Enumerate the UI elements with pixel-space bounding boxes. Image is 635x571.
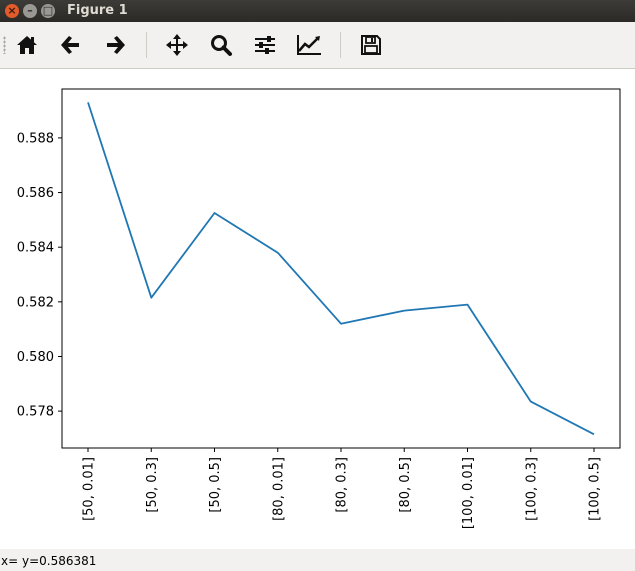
home-button[interactable] (12, 30, 42, 60)
x-tick-label: [80, 0.3] (335, 457, 350, 513)
toolbar-grip[interactable] (3, 36, 6, 54)
edit-curves-icon (297, 35, 321, 55)
home-icon (17, 36, 37, 54)
save-floppy-icon (361, 35, 381, 55)
zoom-button[interactable] (206, 30, 236, 60)
maximize-button[interactable]: □ (41, 4, 55, 18)
plot-area-frame (61, 88, 621, 449)
figure-canvas[interactable]: 0.578 0.580 0.582 0.584 0.586 0.588 [50, 0.01… (0, 69, 635, 549)
y-tick-label: 0.586 (17, 186, 54, 201)
edit-curves-button[interactable] (294, 30, 324, 60)
zoom-magnifier-icon (211, 35, 232, 56)
line-chart[interactable]: 0.578 0.580 0.582 0.584 0.586 0.588 [50, 0.01… (0, 69, 635, 549)
title-bar: × – □ Figure 1 (0, 0, 635, 22)
x-tick-label: [50, 0.3] (145, 457, 160, 513)
y-tick-label: 0.588 (17, 131, 54, 146)
save-button[interactable] (356, 30, 386, 60)
coordinate-readout: x= y=0.586381 (1, 554, 97, 568)
y-tick-label: 0.582 (17, 295, 54, 310)
close-icon: × (7, 4, 17, 17)
window-title: Figure 1 (67, 3, 128, 18)
pan-move-icon (166, 34, 188, 56)
y-tick-label: 0.584 (17, 241, 54, 256)
forward-arrow-icon (107, 36, 125, 54)
x-tick-label: [100, 0.01] (461, 457, 476, 529)
x-tick-label: [50, 0.5] (208, 457, 223, 513)
maximize-icon: □ (42, 4, 54, 17)
close-button[interactable]: × (5, 4, 19, 18)
x-tick-label: [100, 0.5] (588, 457, 603, 521)
back-arrow-icon (61, 36, 79, 54)
x-tick-label: [50, 0.01] (82, 457, 97, 521)
pan-button[interactable] (162, 30, 192, 60)
toolbar (0, 22, 635, 69)
x-tick-label: [80, 0.01] (271, 457, 286, 521)
y-tick-label: 0.578 (17, 405, 54, 420)
toolbar-separator (146, 32, 147, 58)
subplots-sliders-icon (255, 36, 275, 54)
y-axis: 0.578 0.580 0.582 0.584 0.586 0.588 (17, 131, 62, 420)
minimize-icon: – (27, 4, 33, 17)
minimize-button[interactable]: – (23, 4, 37, 18)
forward-button[interactable] (100, 30, 130, 60)
series-line (87, 102, 595, 436)
status-bar: x= y=0.586381 (0, 549, 635, 571)
toolbar-separator (340, 32, 341, 58)
y-tick-label: 0.580 (17, 350, 54, 365)
subplots-button[interactable] (250, 30, 280, 60)
back-button[interactable] (56, 30, 86, 60)
x-axis: [50, 0.01] [50, 0.3] [50, 0.5] [80, 0.01] [8… (82, 448, 603, 529)
x-tick-label: [80, 0.5] (398, 457, 413, 513)
x-tick-label: [100, 0.3] (524, 457, 539, 521)
